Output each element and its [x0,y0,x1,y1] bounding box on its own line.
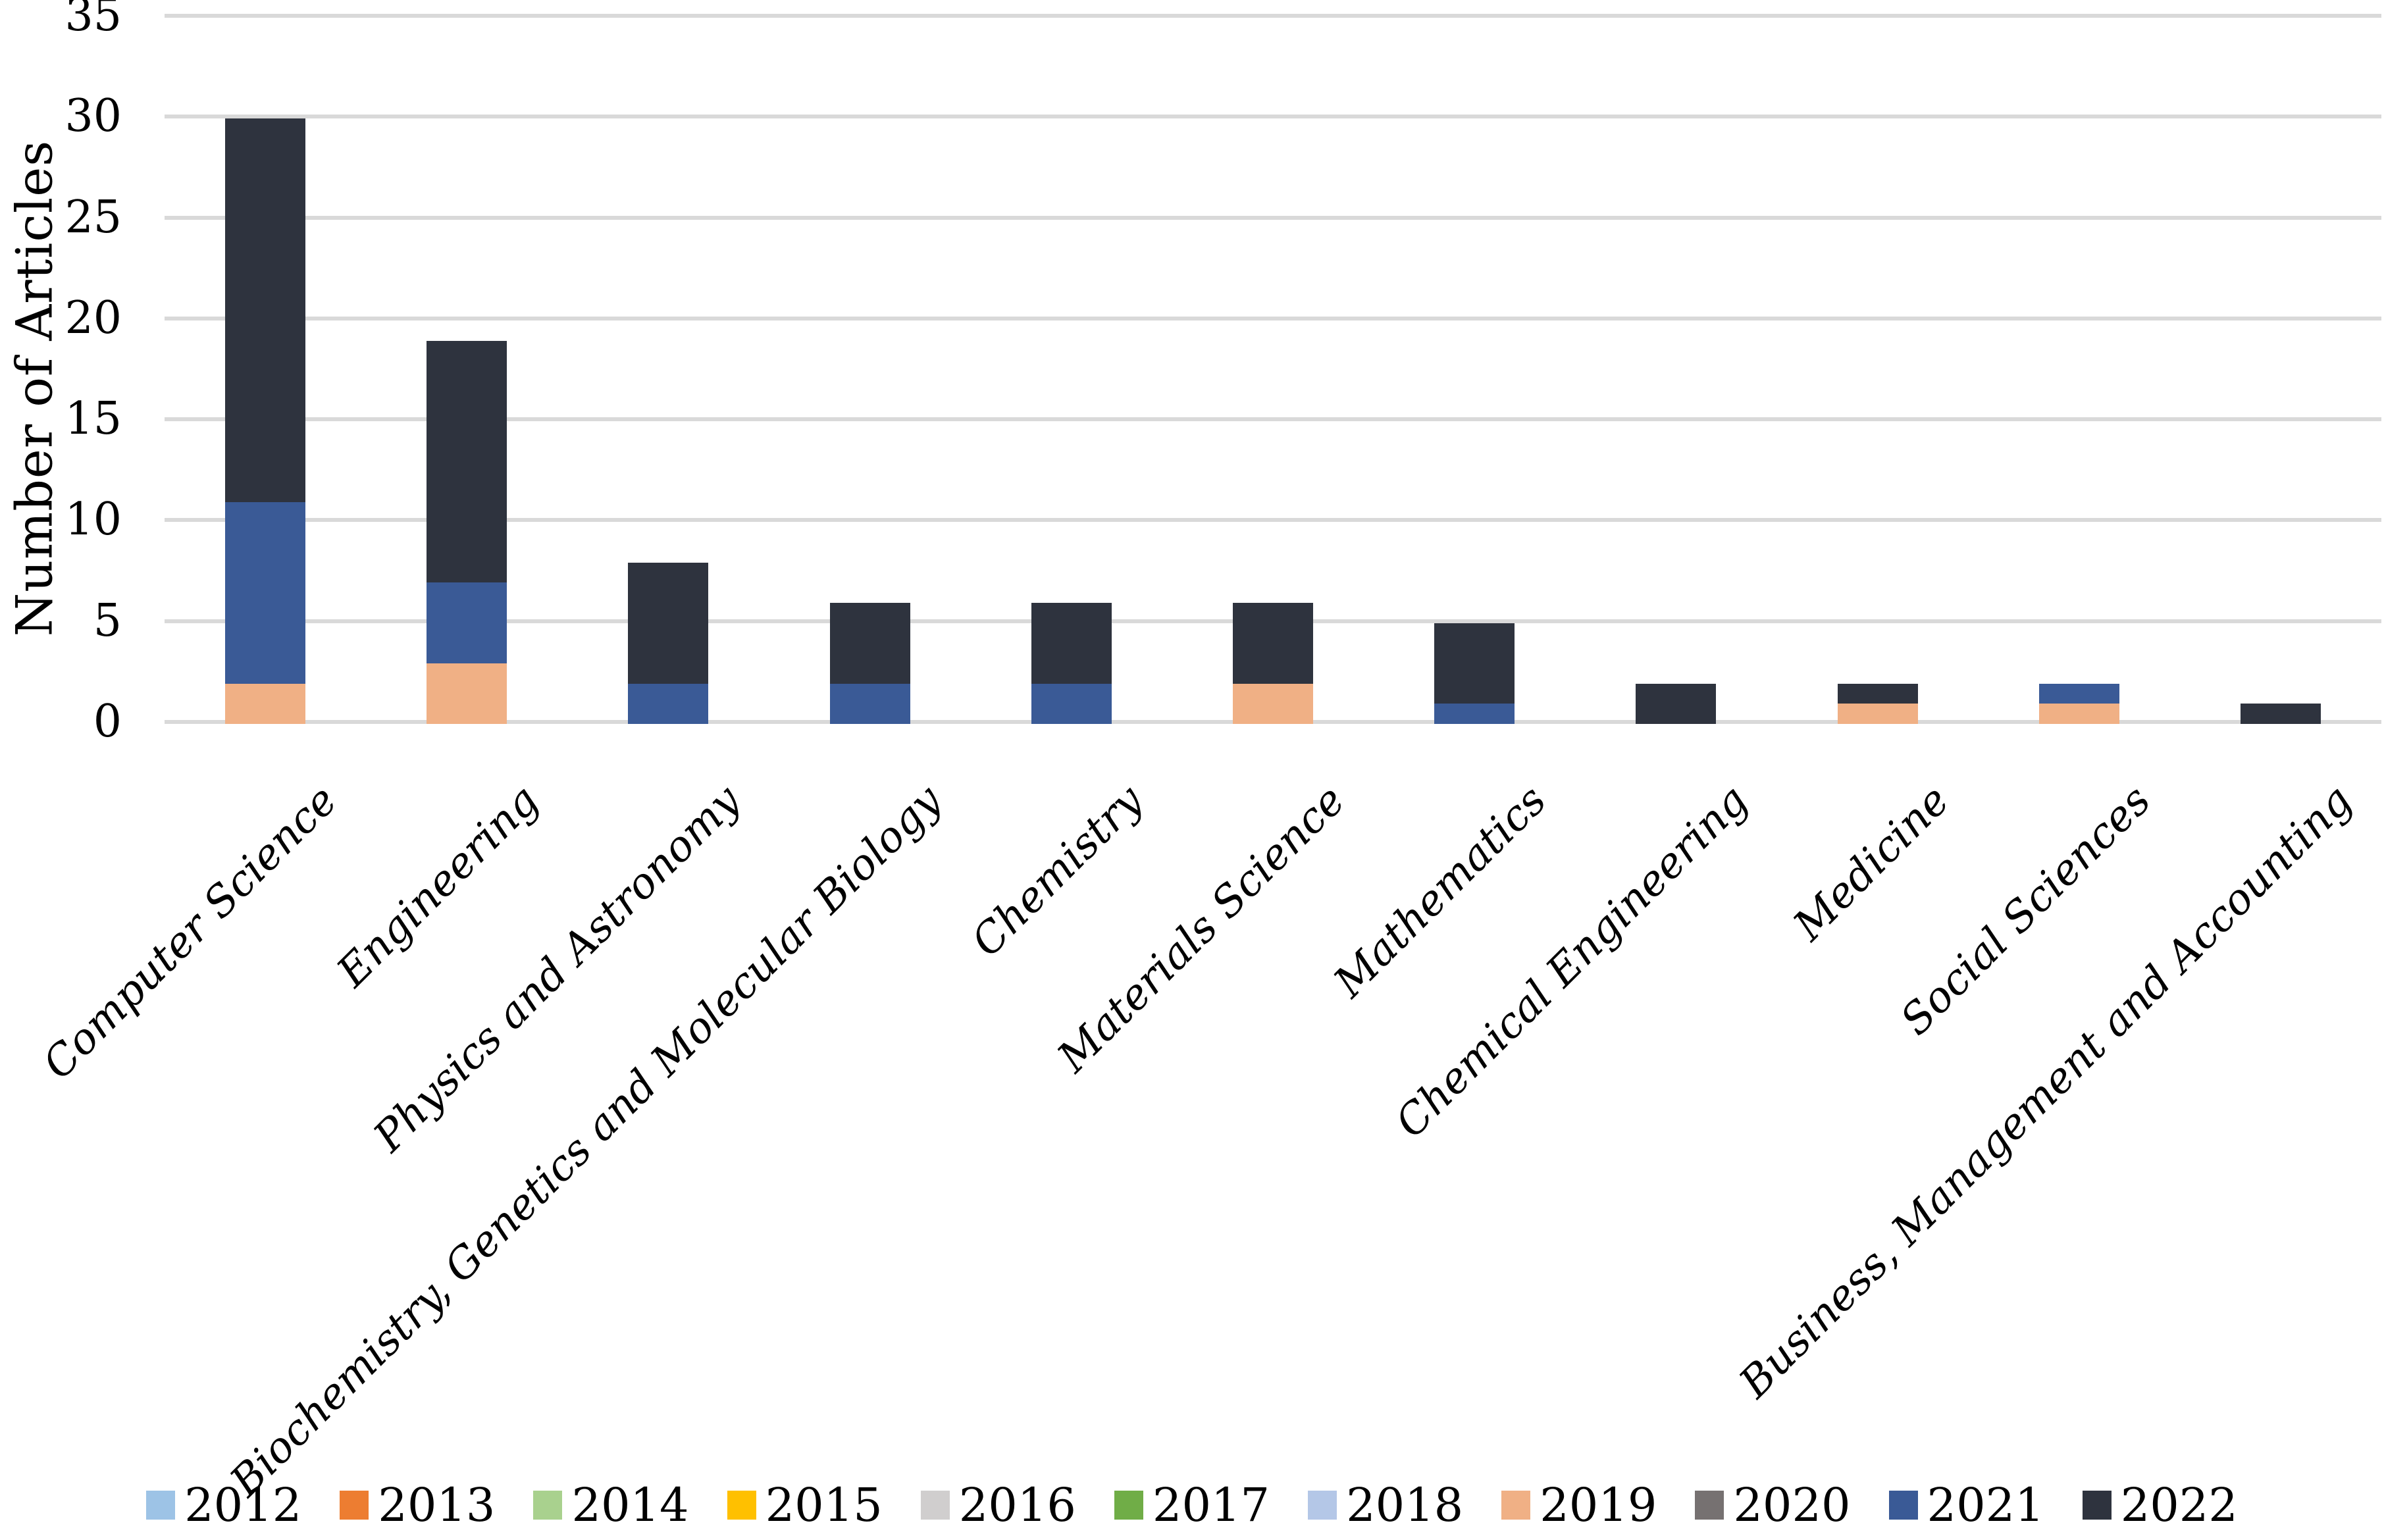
legend-swatch [1695,1491,1724,1520]
x-category-label: Chemical Engineering [1386,776,1757,1148]
plot-area [165,14,2381,724]
gridline [165,316,2381,321]
bar-segment-2022 [427,340,507,583]
y-axis-tick-label: 15 [65,393,122,446]
x-category-label: Medicine [1784,776,1959,950]
bar-segment-2021 [225,501,305,684]
legend-label: 2014 [571,1478,689,1532]
legend-item-2015: 2015 [727,1482,883,1528]
legend: 2012 2013 2014 2015 2016 2017 2018 2019 2020 2021… [0,1482,2384,1528]
bar-segment-2021 [1434,704,1515,724]
legend-label: 2017 [1152,1478,1270,1532]
legend-item-2012: 2012 [146,1482,301,1528]
legend-swatch [2082,1491,2112,1520]
legend-swatch [1501,1491,1531,1520]
y-axis-tick-label: 5 [93,594,122,647]
gridline [165,215,2381,220]
legend-item-2016: 2016 [920,1478,1076,1532]
legend-swatch [1114,1491,1143,1520]
legend-swatch [1888,1491,1918,1520]
y-axis-tick-label: 0 [93,696,122,748]
gridline [165,518,2381,523]
bar-segment-2021 [830,683,910,724]
bar-segment-2022 [1636,683,1716,724]
legend-item-2022: 2022 [2082,1478,2238,1532]
legend-label: 2016 [958,1478,1076,1532]
x-category-label: Engineering [328,776,548,997]
gridline [165,417,2381,422]
bar-segment-2019 [2039,704,2119,724]
legend-swatch [727,1491,756,1520]
legend-item-2020: 2020 [1695,1478,1851,1532]
y-axis-title: Number of Articles [5,140,64,637]
bars-layer [165,16,2381,724]
x-category-label: Biochemistry, Genetics and Molecular Bio… [220,776,952,1506]
bar-segment-2022 [1434,623,1515,704]
bar-segment-2021 [2039,683,2119,704]
legend-label: 2019 [1540,1478,1657,1532]
gridline [165,115,2381,119]
y-axis-tick-label: 10 [65,494,122,546]
legend-item-2013: 2013 [340,1482,495,1528]
legend-item-2017: 2017 [1114,1482,1270,1528]
y-axis-tick-label: 30 [65,90,122,143]
legend-item-2018: 2018 [1308,1482,1463,1528]
x-category-label: Chemistry [962,776,1153,967]
y-axis-tick-label: 25 [65,191,122,244]
legend-label: 2021 [1927,1478,2044,1532]
legend-swatch [340,1491,369,1520]
legend-swatch [533,1491,563,1520]
bar-segment-2019 [427,663,507,724]
bar-segment-2022 [1838,683,1918,704]
legend-swatch [146,1491,176,1520]
legend-label: 2012 [184,1478,302,1532]
bar-segment-2021 [1031,683,1112,724]
bar-segment-2022 [225,118,305,502]
bar-segment-2019 [1233,683,1313,724]
legend-label: 2013 [378,1478,496,1532]
legend-item-2021: 2021 [1888,1478,2044,1532]
legend-label: 2020 [1733,1478,1851,1532]
y-axis-tick-label: 20 [65,292,122,344]
x-category-label: Mathematics [1324,776,1556,1008]
legend-swatch [920,1491,950,1520]
x-category-label: Physics and Astronomy [364,776,750,1162]
bar-segment-2021 [427,582,507,664]
legend-label: 2018 [1346,1478,1464,1532]
bar-segment-2022 [1031,603,1112,684]
gridline [165,14,2381,18]
y-axis-tick-label: 35 [65,0,122,41]
legend-label: 2022 [2120,1478,2238,1532]
bar-segment-2021 [628,683,708,724]
bar-segment-2022 [2241,704,2321,724]
bar-segment-2019 [225,683,305,724]
legend-swatch [1308,1491,1337,1520]
bar-segment-2022 [1233,603,1313,684]
legend-item-2014: 2014 [533,1478,689,1532]
bar-segment-2022 [830,603,910,684]
bar-segment-2019 [1838,704,1918,724]
legend-item-2019: 2019 [1501,1482,1657,1528]
legend-label: 2015 [765,1478,883,1532]
x-category-label: Computer Science [34,776,347,1089]
bar-segment-2022 [628,562,708,684]
